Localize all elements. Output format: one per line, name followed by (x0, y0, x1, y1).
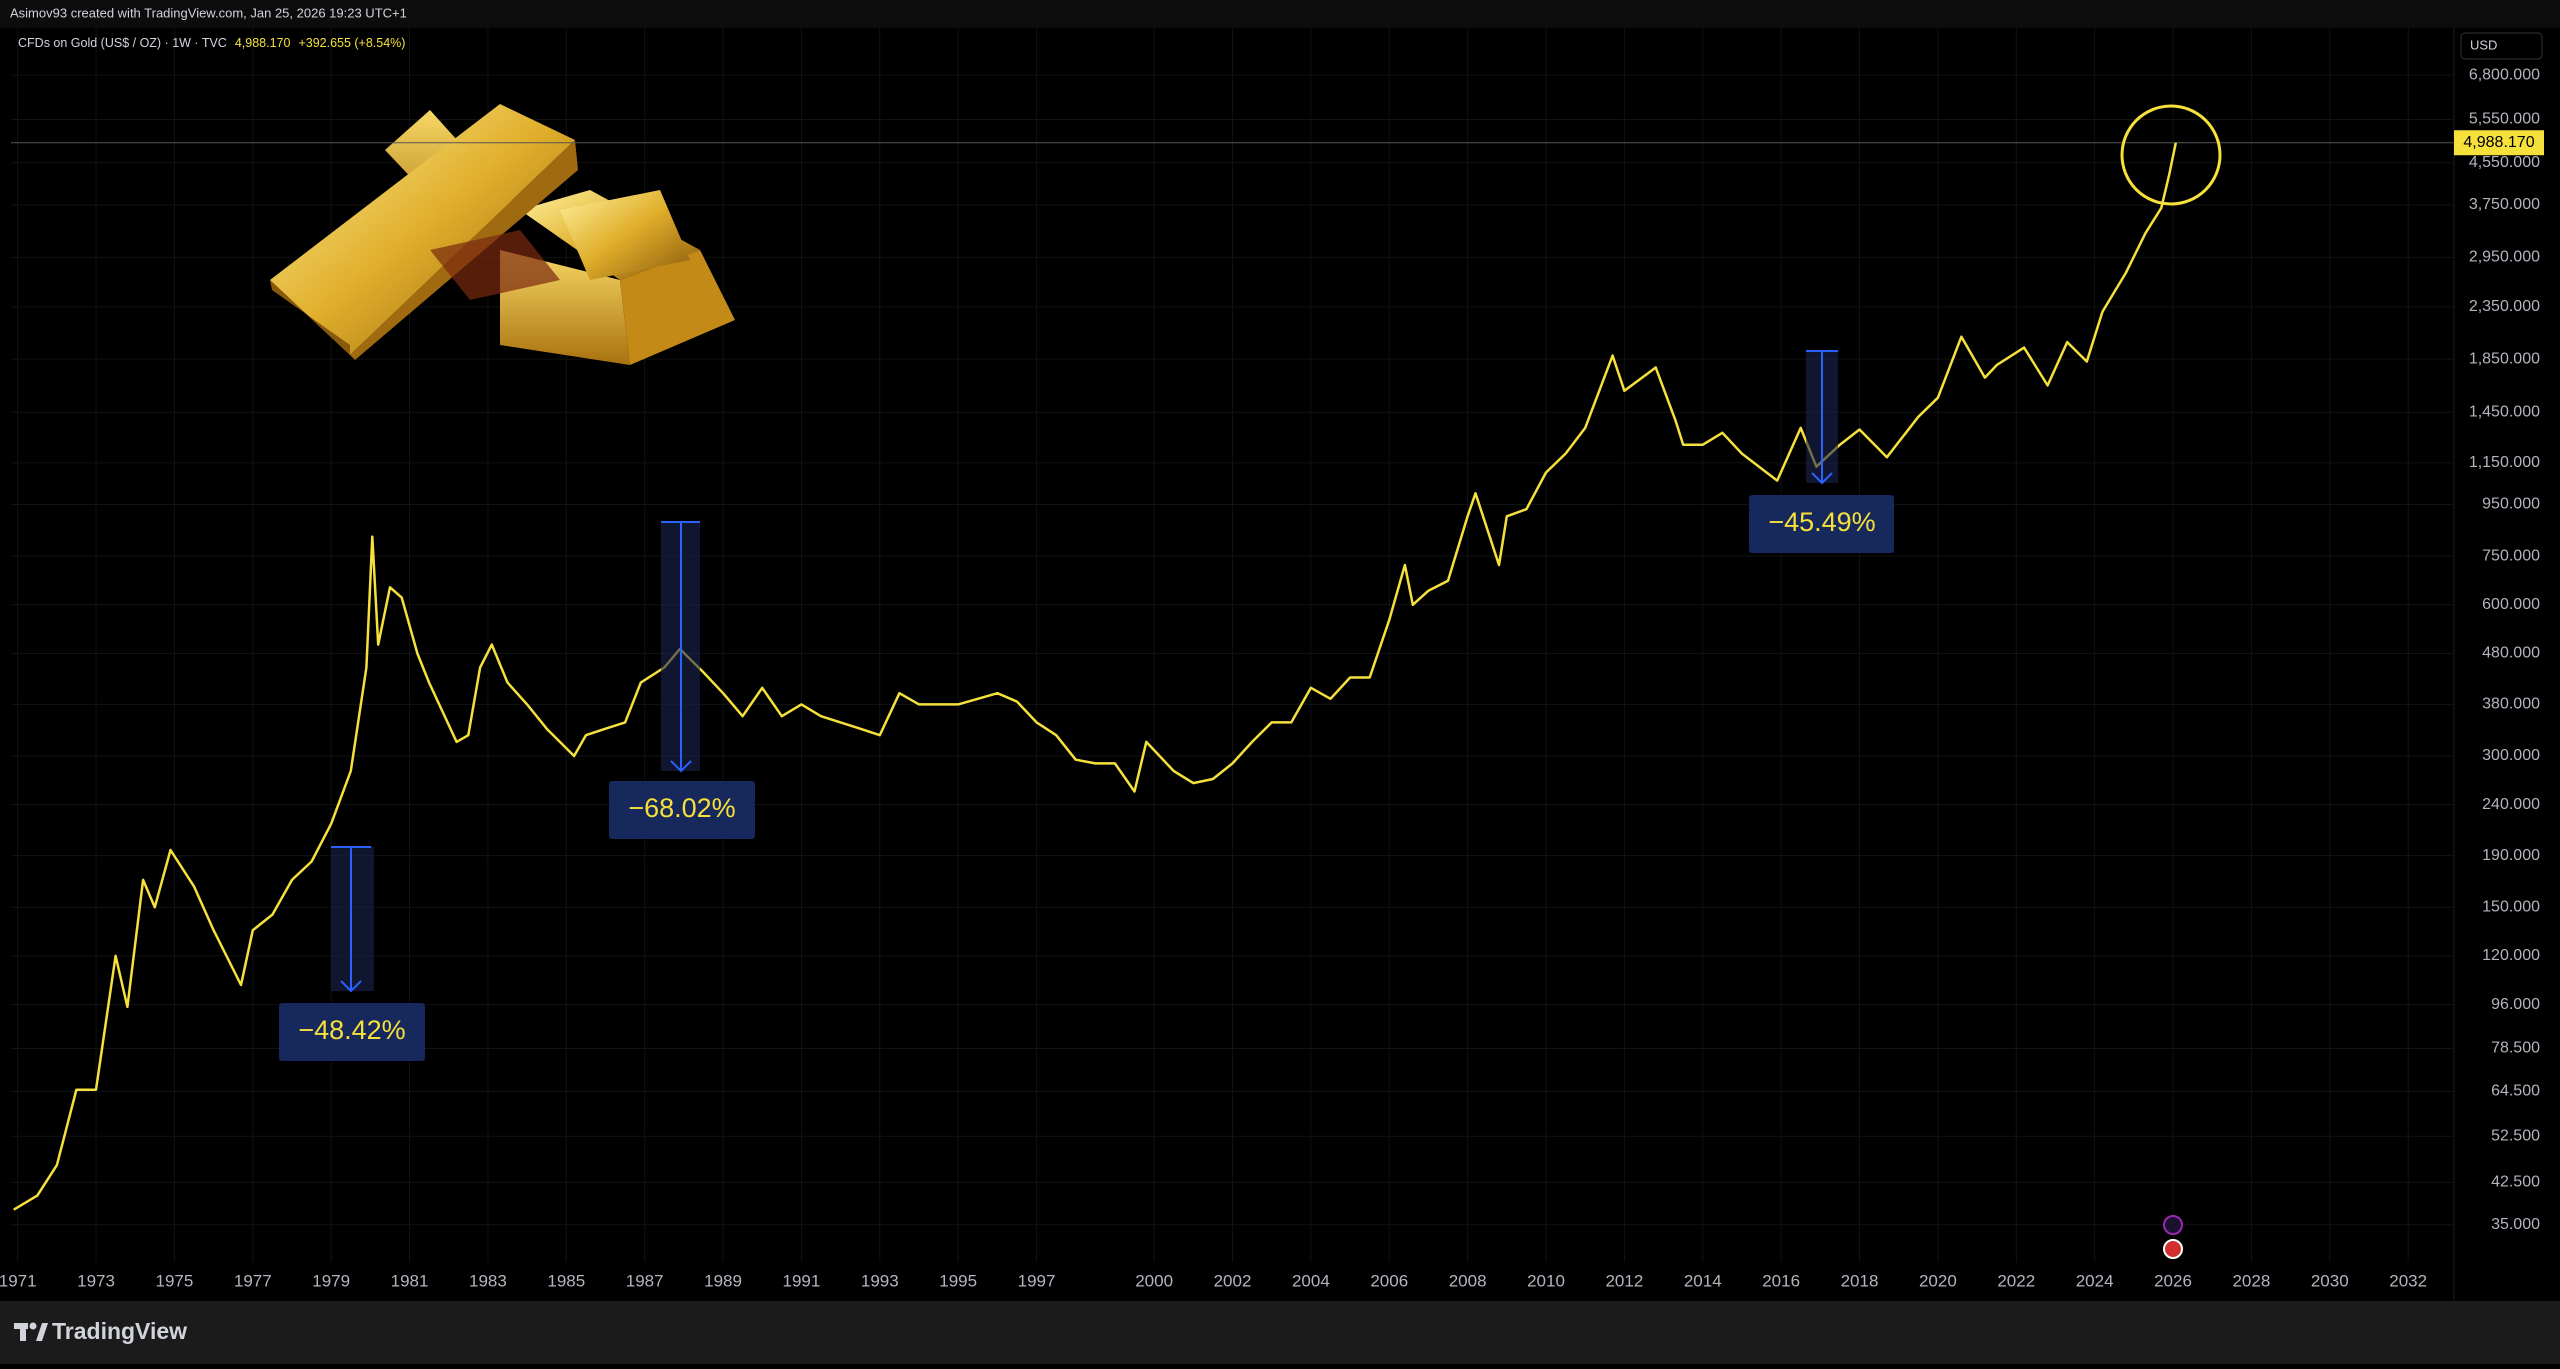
currency[interactable]: USD (2470, 37, 2497, 52)
x-tick-label: 2018 (1841, 1271, 1879, 1290)
grid (11, 28, 2454, 1262)
top-bar (0, 0, 2560, 28)
x-tick-label: 2024 (2076, 1271, 2114, 1290)
x-tick-label: 1981 (391, 1271, 429, 1290)
price-label: 4,988.170 (2463, 134, 2534, 151)
y-tick-label: 78.500 (2491, 1040, 2540, 1057)
x-tick-label: 1997 (1018, 1271, 1056, 1290)
y-tick-label: 240.000 (2482, 796, 2540, 813)
y-tick-label: 1,450.000 (2469, 403, 2540, 420)
x-tick-label: 2028 (2232, 1271, 2270, 1290)
price-axis (2454, 28, 2560, 1301)
x-tick-label: 1985 (547, 1271, 585, 1290)
y-tick-label: 3,750.000 (2469, 196, 2540, 213)
measure-label: −45.49% (1768, 507, 1875, 537)
x-tick-label: 2008 (1449, 1271, 1487, 1290)
y-tick-label: 1,150.000 (2469, 454, 2540, 471)
x-tick-label: 2012 (1605, 1271, 1643, 1290)
x-tick-label: 1973 (77, 1271, 115, 1290)
x-tick-label: 2032 (2389, 1271, 2427, 1290)
y-tick-label: 190.000 (2482, 847, 2540, 864)
price-label-box (2454, 130, 2544, 156)
legend-change: +392.655 (+8.54%) (298, 36, 405, 50)
x-tick-label: 2026 (2154, 1271, 2192, 1290)
x-tick-label: 1979 (312, 1271, 350, 1290)
measure: −68.02% (609, 521, 755, 839)
y-tick-label: 42.500 (2491, 1174, 2540, 1191)
x-tick-label: 2022 (1997, 1271, 2035, 1290)
legend-last: 4,988.170 (235, 36, 291, 50)
y-tick-label: 96.000 (2491, 996, 2540, 1013)
y-tick-label: 64.500 (2491, 1083, 2540, 1100)
measure: −45.49% (1749, 350, 1894, 553)
x-tick-label: 2004 (1292, 1271, 1330, 1290)
legend-title: CFDs on Gold (US$ / OZ) · 1W · TVC (18, 36, 227, 50)
highlight-circle (2120, 104, 2222, 206)
measure: −48.42% (279, 846, 425, 1061)
x-tick-label: 2000 (1135, 1271, 1173, 1290)
x-tick-label: 1993 (861, 1271, 899, 1290)
y-tick-label: 750.000 (2482, 547, 2540, 564)
y-tick-label: 35.000 (2491, 1216, 2540, 1233)
y-tick-label: 1,850.000 (2469, 350, 2540, 367)
currency-button[interactable] (2460, 32, 2543, 60)
gold-bars-image (270, 104, 735, 365)
y-tick-label: 120.000 (2482, 947, 2540, 964)
y-tick-label: 300.000 (2482, 747, 2540, 764)
y-tick-label: 6,800.000 (2469, 66, 2540, 83)
x-tick-label: 1975 (156, 1271, 194, 1290)
x-tick-label: 1987 (626, 1271, 664, 1290)
y-tick-label: 480.000 (2482, 645, 2540, 662)
x-tick-label: 2010 (1527, 1271, 1565, 1290)
credit: Asimov93 created with TradingView.com, J… (10, 5, 407, 20)
y-tick-label: 2,350.000 (2469, 298, 2540, 315)
y-tick-label: 150.000 (2482, 898, 2540, 915)
x-tick-label: 2006 (1370, 1271, 1408, 1290)
y-tick-label: 600.000 (2482, 596, 2540, 613)
x-tick-label: 2030 (2311, 1271, 2349, 1290)
x-tick-label: 2014 (1684, 1271, 1722, 1290)
event-icon[interactable] (2163, 1239, 2183, 1259)
legend: CFDs on Gold (US$ / OZ) · 1W · TVC 4,988.… (18, 36, 405, 50)
x-tick-label: 1971 (0, 1271, 37, 1290)
bottom-bar (0, 1301, 2560, 1364)
x-tick-label: 2020 (1919, 1271, 1957, 1290)
y-tick-label: 52.500 (2491, 1127, 2540, 1144)
x-tick-label: 1991 (783, 1271, 821, 1290)
x-tick-label: 2016 (1762, 1271, 1800, 1290)
x-tick-label: 1989 (704, 1271, 742, 1290)
y-tick-label: 5,550.000 (2469, 111, 2540, 128)
price-line (13, 142, 2178, 1211)
y-tick-label: 380.000 (2482, 696, 2540, 713)
logo-mark (14, 1322, 48, 1341)
y-tick-label: 2,950.000 (2469, 249, 2540, 266)
x-tick-label: 2002 (1214, 1271, 1252, 1290)
measure-label: −68.02% (628, 793, 735, 823)
x-tick-label: 1983 (469, 1271, 507, 1290)
x-tick-label: 1977 (234, 1271, 272, 1290)
x-tick-label: 1995 (939, 1271, 977, 1290)
event-icon[interactable] (2163, 1215, 2183, 1235)
brand: TradingView (52, 1318, 187, 1344)
measure-label: −48.42% (298, 1015, 405, 1045)
y-tick-label: 4,550.000 (2469, 154, 2540, 171)
y-tick-label: 950.000 (2482, 496, 2540, 513)
